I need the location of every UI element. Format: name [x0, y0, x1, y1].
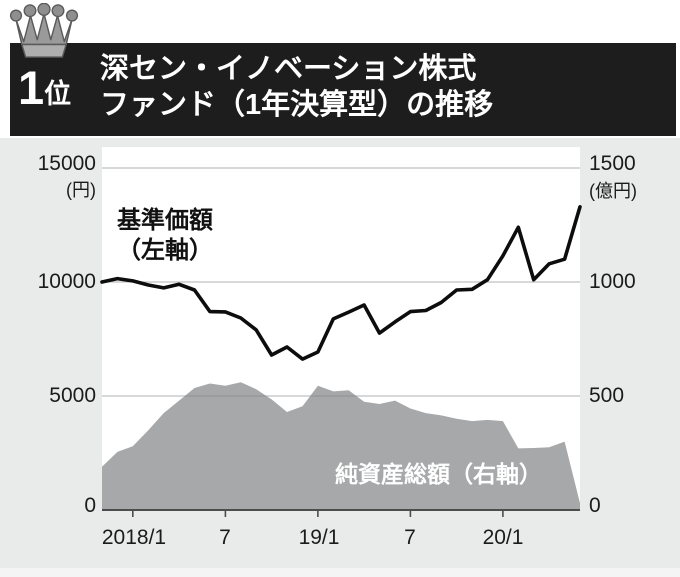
x-axis-tick-2018-7: 7 — [219, 526, 231, 549]
right-axis-tick-1000: 1000 — [589, 270, 636, 293]
left-axis-tick-5000: 5000 — [49, 384, 96, 407]
crown-icon — [9, 3, 79, 58]
left-axis-tick-15000: 15000 — [37, 152, 96, 175]
nav-series-label-line2: （左軸） — [117, 237, 213, 264]
right-axis-tick-500: 500 — [589, 384, 625, 407]
x-axis-tick-2019-1: 19/1 — [298, 526, 340, 549]
left-axis-tick-10000: 10000 — [37, 270, 96, 293]
left-axis-tick-0: 0 — [84, 494, 96, 517]
page-title-line2: ファンド（1年決算型）の推移 — [100, 89, 494, 121]
page-title-line1: 深セン・イノベーション株式 — [100, 53, 477, 85]
nav-series-label: 基準価額 （左軸） — [117, 206, 213, 266]
rank-suffix: 位 — [44, 79, 72, 109]
page-title: 深セン・イノベーション株式 ファンド（1年決算型）の推移 — [100, 51, 493, 123]
x-axis-tick-2019-7: 7 — [404, 526, 416, 549]
rank-number: 1 — [18, 61, 45, 114]
right-axis-unit: (億円) — [589, 181, 637, 201]
header-bar — [10, 43, 676, 136]
x-axis-tick-2018-1: 2018/1 — [101, 526, 167, 549]
net-assets-series-label: 純資産総額（右軸） — [335, 461, 542, 487]
figure-bottom-margin — [0, 568, 680, 577]
x-axis-tick-2020-1: 20/1 — [482, 526, 524, 549]
right-axis-tick-1500: 1500 — [589, 152, 636, 175]
nav-series-label-line1: 基準価額 — [117, 207, 213, 234]
left-axis-unit: (円) — [66, 180, 96, 200]
right-axis-tick-0: 0 — [589, 494, 601, 517]
